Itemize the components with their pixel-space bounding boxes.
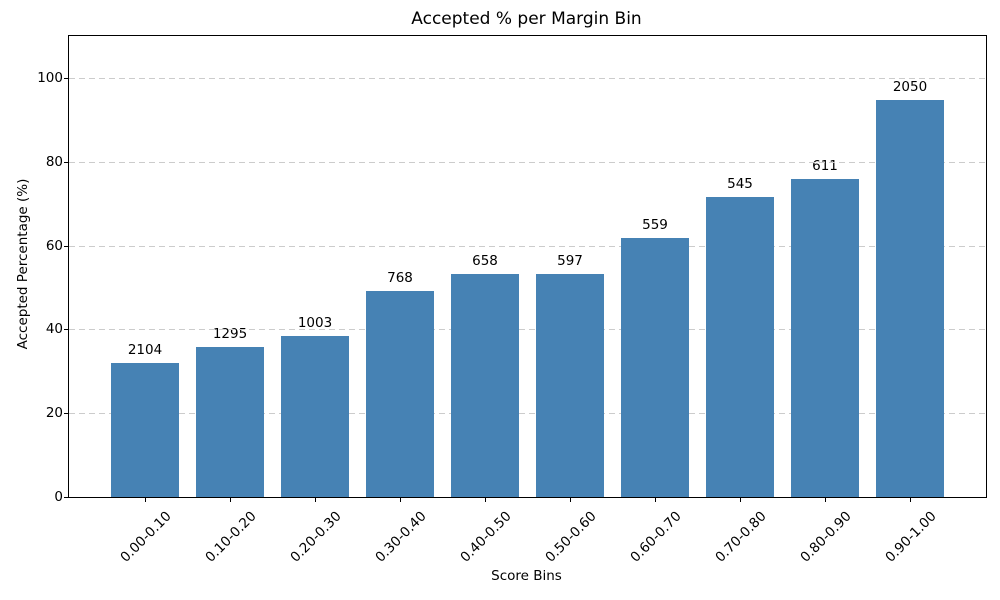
y-tick-mark [64,162,68,163]
x-tick-mark [400,498,401,502]
x-tick-mark [145,498,146,502]
y-tick-label: 80 [45,154,63,170]
bar [791,179,859,497]
x-tick-label: 0.90-1.00 [882,508,940,566]
x-tick-mark [315,498,316,502]
bar-count-label: 1003 [297,315,333,331]
bar-count-label: 545 [727,176,753,192]
y-tick-label: 60 [45,238,63,254]
plot-area [68,35,987,498]
y-tick-mark [64,78,68,79]
x-tick-mark [740,498,741,502]
bar [706,197,774,497]
gridline [69,162,986,163]
bar-count-label: 2104 [127,342,163,358]
bar-count-label: 559 [642,217,668,233]
y-tick-mark [64,329,68,330]
x-tick-mark [655,498,656,502]
x-tick-label: 0.00-0.10 [117,508,175,566]
x-tick-label: 0.40-0.50 [457,508,515,566]
y-tick-mark [64,413,68,414]
x-axis-label: Score Bins [491,568,562,584]
y-tick-mark [64,246,68,247]
chart-title: Accepted % per Margin Bin [411,9,642,29]
x-tick-label: 0.70-0.80 [712,508,770,566]
bar [451,274,519,497]
x-tick-mark [825,498,826,502]
gridline [69,246,986,247]
x-tick-label: 0.20-0.30 [287,508,345,566]
y-tick-label: 20 [45,405,63,421]
x-tick-label: 0.60-0.70 [627,508,685,566]
y-tick-mark [64,497,68,498]
gridline [69,329,986,330]
x-tick-label: 0.80-0.90 [797,508,855,566]
y-tick-label: 40 [45,321,63,337]
gridline [69,413,986,414]
bar-count-label: 768 [387,270,413,286]
bar [621,238,689,497]
bar [536,274,604,497]
x-tick-label: 0.50-0.60 [542,508,600,566]
bar [196,347,264,497]
bar [111,363,179,497]
bar [366,291,434,497]
x-tick-mark [570,498,571,502]
x-tick-mark [910,498,911,502]
bar-count-label: 658 [472,253,498,269]
bar [281,336,349,497]
bar [876,100,944,497]
bar-count-label: 611 [812,158,838,174]
bar-count-label: 597 [557,253,583,269]
x-tick-mark [230,498,231,502]
bar-count-label: 2050 [892,79,928,95]
gridline [69,78,986,79]
y-tick-label: 0 [54,489,63,505]
y-tick-label: 100 [37,70,63,86]
x-tick-label: 0.30-0.40 [372,508,430,566]
bar-count-label: 1295 [212,326,248,342]
x-tick-label: 0.10-0.20 [202,508,260,566]
x-tick-mark [485,498,486,502]
